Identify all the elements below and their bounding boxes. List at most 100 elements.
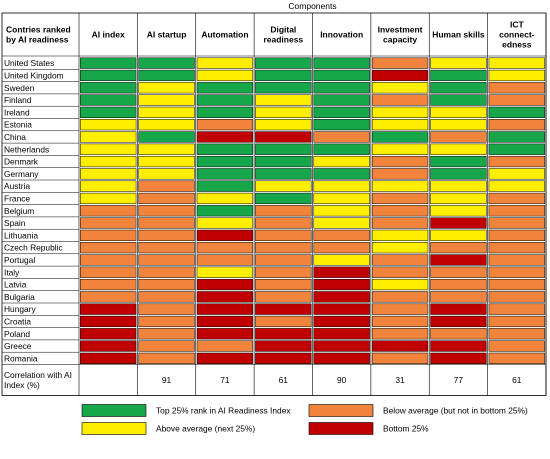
cell-hungary-ict-connect-edness bbox=[488, 303, 545, 315]
cell-united-states-innovation bbox=[313, 57, 370, 69]
cell-united-states-investment-capacity bbox=[371, 57, 429, 69]
cell-spain-digital-readiness bbox=[255, 217, 312, 229]
row-label-netherlands: Netherlands bbox=[4, 144, 49, 154]
cell-bulgaria-human-skills bbox=[430, 291, 487, 303]
row-label-hungary: Hungary bbox=[4, 304, 36, 314]
cell-china-investment-capacity bbox=[371, 131, 429, 143]
cell-united-kingdom-human-skills bbox=[430, 69, 487, 82]
cell-united-states-ai-index bbox=[80, 57, 137, 69]
cell-netherlands-ict-connect-edness bbox=[488, 143, 545, 155]
cell-germany-investment-capacity bbox=[371, 168, 429, 180]
cell-lithuania-human-skills bbox=[430, 229, 487, 241]
cell-finland-innovation bbox=[313, 94, 370, 106]
cell-portugal-innovation bbox=[313, 254, 370, 266]
cell-ireland-ict-connect-edness bbox=[488, 106, 545, 118]
cell-lithuania-ai-index bbox=[80, 229, 137, 241]
cell-romania-automation bbox=[196, 352, 254, 364]
cell-hungary-digital-readiness bbox=[255, 303, 312, 315]
cell-china-digital-readiness bbox=[255, 131, 312, 143]
cell-romania-ai-startup bbox=[138, 352, 195, 364]
cell-belgium-human-skills bbox=[430, 205, 487, 217]
cell-germany-human-skills bbox=[430, 168, 487, 180]
cell-china-human-skills bbox=[430, 131, 487, 143]
cell-finland-investment-capacity bbox=[371, 94, 429, 106]
cell-poland-human-skills bbox=[430, 328, 487, 340]
cell-sweden-ai-startup bbox=[138, 82, 195, 94]
legend-swatch-above-average-next-25 bbox=[81, 422, 147, 435]
cell-austria-digital-readiness bbox=[255, 180, 312, 192]
cell-germany-ai-index bbox=[80, 168, 137, 180]
legend-label-top-25-rank-in-ai-readiness-index: Top 25% rank in AI Readiness Index bbox=[156, 406, 291, 416]
cell-romania-ai-index bbox=[80, 352, 137, 364]
row-label-latvia: Latvia bbox=[4, 280, 27, 290]
cell-czech-republic-automation bbox=[196, 242, 254, 254]
legend-swatch-top-25-rank-in-ai-readiness-index bbox=[81, 404, 147, 417]
cell-netherlands-innovation bbox=[313, 143, 370, 155]
cell-greece-ai-startup bbox=[138, 340, 195, 352]
cell-belgium-investment-capacity bbox=[371, 205, 429, 217]
footer-value-automation: 71 bbox=[220, 375, 230, 385]
cell-croatia-ai-index bbox=[80, 315, 137, 328]
cell-estonia-automation bbox=[196, 119, 254, 131]
cell-poland-ai-index bbox=[80, 328, 137, 340]
cell-bulgaria-ai-startup bbox=[138, 291, 195, 303]
correlation-footer: Correlation with AI Index (%) 91 71 61 90 31 77… bbox=[4, 370, 522, 390]
cell-spain-ai-startup bbox=[138, 217, 195, 229]
cell-spain-ict-connect-edness bbox=[488, 217, 545, 229]
cell-estonia-ict-connect-edness bbox=[488, 119, 545, 131]
cell-denmark-ict-connect-edness bbox=[488, 155, 545, 168]
cell-ireland-investment-capacity bbox=[371, 106, 429, 118]
cell-finland-automation bbox=[196, 94, 254, 106]
cell-greece-ict-connect-edness bbox=[488, 340, 545, 352]
row-label-denmark: Denmark bbox=[4, 157, 39, 167]
cell-bulgaria-ict-connect-edness bbox=[488, 291, 545, 303]
table-gridlines bbox=[1, 12, 547, 396]
row-label-portugal: Portugal bbox=[4, 255, 35, 265]
cell-germany-innovation bbox=[313, 168, 370, 180]
cell-lithuania-innovation bbox=[313, 229, 370, 241]
cell-spain-automation bbox=[196, 217, 254, 229]
row-label-bulgaria: Bulgaria bbox=[4, 292, 35, 302]
cell-austria-automation bbox=[196, 180, 254, 192]
column-header-digital-readiness: Digital readiness bbox=[263, 25, 303, 45]
row-label-united-kingdom: United Kingdom bbox=[4, 70, 64, 80]
cell-denmark-ai-startup bbox=[138, 155, 195, 168]
cell-austria-ai-startup bbox=[138, 180, 195, 192]
row-label-belgium: Belgium bbox=[4, 206, 34, 216]
cell-greece-ai-index bbox=[80, 340, 137, 352]
row-label-lithuania: Lithuania bbox=[4, 230, 38, 240]
cell-france-investment-capacity bbox=[371, 192, 429, 205]
row-label-austria: Austria bbox=[4, 181, 30, 191]
cell-greece-innovation bbox=[313, 340, 370, 352]
cell-sweden-ict-connect-edness bbox=[488, 82, 545, 94]
row-label-china: China bbox=[4, 132, 26, 142]
cell-czech-republic-innovation bbox=[313, 242, 370, 254]
footer-value-ai-startup: 91 bbox=[162, 375, 172, 385]
cell-netherlands-investment-capacity bbox=[371, 143, 429, 155]
legend: Top 25% rank in AI Readiness Index Above … bbox=[81, 404, 528, 435]
cell-united-kingdom-automation bbox=[196, 69, 254, 82]
cell-united-kingdom-investment-capacity bbox=[371, 69, 429, 82]
row-label-croatia: Croatia bbox=[4, 316, 31, 326]
cell-italy-ict-connect-edness bbox=[488, 266, 545, 278]
cell-austria-ai-index bbox=[80, 180, 137, 192]
cell-lithuania-digital-readiness bbox=[255, 229, 312, 241]
cell-ireland-innovation bbox=[313, 106, 370, 118]
cell-france-automation bbox=[196, 192, 254, 205]
cell-germany-automation bbox=[196, 168, 254, 180]
cell-france-ict-connect-edness bbox=[488, 192, 545, 205]
cell-portugal-ict-connect-edness bbox=[488, 254, 545, 266]
cell-latvia-automation bbox=[196, 278, 254, 291]
cell-hungary-ai-index bbox=[80, 303, 137, 315]
cell-italy-automation bbox=[196, 266, 254, 278]
row-label-czech-republic: Czech Republic bbox=[4, 243, 63, 253]
cell-united-kingdom-ict-connect-edness bbox=[488, 69, 545, 82]
cell-lithuania-automation bbox=[196, 229, 254, 241]
row-label-greece: Greece bbox=[4, 341, 32, 351]
column-headers: Contries ranked by AI readiness AI index AI… bbox=[6, 20, 535, 50]
cell-czech-republic-ict-connect-edness bbox=[488, 242, 545, 254]
cell-lithuania-investment-capacity bbox=[371, 229, 429, 241]
cell-finland-human-skills bbox=[430, 94, 487, 106]
cell-germany-digital-readiness bbox=[255, 168, 312, 180]
cell-china-automation bbox=[196, 131, 254, 143]
